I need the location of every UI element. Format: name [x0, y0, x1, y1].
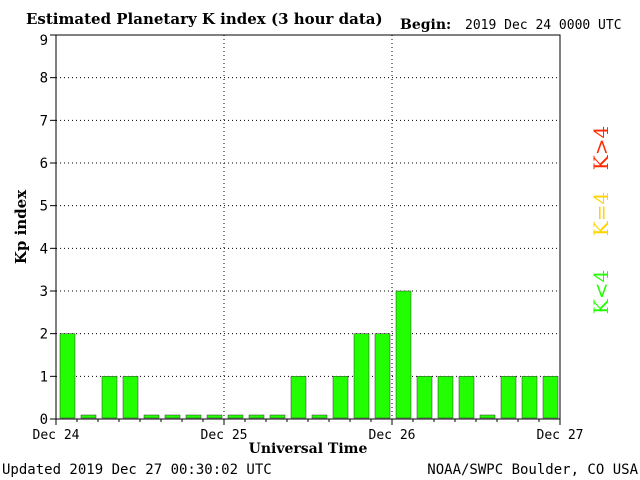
begin-label: Begin: [400, 17, 451, 33]
y-tick-label: 9 [40, 33, 48, 49]
y-tick-label: 4 [40, 241, 48, 257]
kp-bar [416, 376, 433, 419]
plot-frame [55, 34, 561, 420]
legend-k-equal-4: K=4 [589, 192, 613, 236]
kp-bar [500, 376, 517, 419]
y-tick-label: 6 [40, 156, 48, 172]
source-credit: NOAA/SWPC Boulder, CO USA [427, 462, 638, 478]
x-tick-label: Dec 27 [537, 428, 584, 443]
x-tick-labels: Dec 24 Dec 25 Dec 26 Dec 27 [33, 428, 584, 443]
legend-k-less-4: K<4 [589, 270, 613, 314]
kp-bar [332, 376, 349, 419]
kp-bar [269, 414, 286, 419]
x-axis-label: Universal Time [249, 441, 368, 457]
y-tick-label: 2 [40, 327, 48, 343]
kp-bar [80, 414, 97, 419]
chart-title: Estimated Planetary K index (3 hour data… [26, 10, 383, 28]
kp-bar [353, 333, 370, 419]
legend-k-greater-4: K>4 [589, 126, 613, 170]
kp-bar [395, 290, 412, 419]
kp-bar [479, 414, 496, 419]
kp-bar [374, 333, 391, 419]
y-tick-label: 0 [40, 412, 48, 428]
y-tick-label: 1 [40, 369, 48, 385]
kp-bar [206, 414, 223, 419]
kp-bar [122, 376, 139, 419]
kp-bar [143, 414, 160, 419]
bars-layer [59, 290, 559, 419]
kp-bar [542, 376, 559, 419]
y-axis-label: Kp index [12, 189, 30, 264]
begin-value: 2019 Dec 24 0000 UTC [465, 18, 622, 33]
grid-layer [50, 34, 561, 425]
kp-bar [521, 376, 538, 419]
x-tick-label: Dec 25 [201, 428, 248, 443]
kp-bar [101, 376, 118, 419]
kp-bar [164, 414, 181, 419]
kp-bar [59, 333, 76, 419]
x-tick-label: Dec 26 [369, 428, 416, 443]
y-tick-labels: 0 1 2 3 4 5 6 7 8 9 [40, 33, 48, 428]
kp-bar [227, 414, 244, 419]
y-tick-label: 8 [40, 71, 48, 87]
y-tick-label: 7 [40, 113, 48, 129]
kp-bar [185, 414, 202, 419]
updated-timestamp: Updated 2019 Dec 27 00:30:02 UTC [2, 462, 272, 478]
kp-bar [437, 376, 454, 419]
y-tick-label: 3 [40, 284, 48, 300]
kp-bar [248, 414, 265, 419]
x-tick-label: Dec 24 [33, 428, 80, 443]
kp-bar [311, 414, 328, 419]
kp-bar [290, 376, 307, 419]
y-tick-label: 5 [40, 199, 48, 215]
kp-bar [458, 376, 475, 419]
